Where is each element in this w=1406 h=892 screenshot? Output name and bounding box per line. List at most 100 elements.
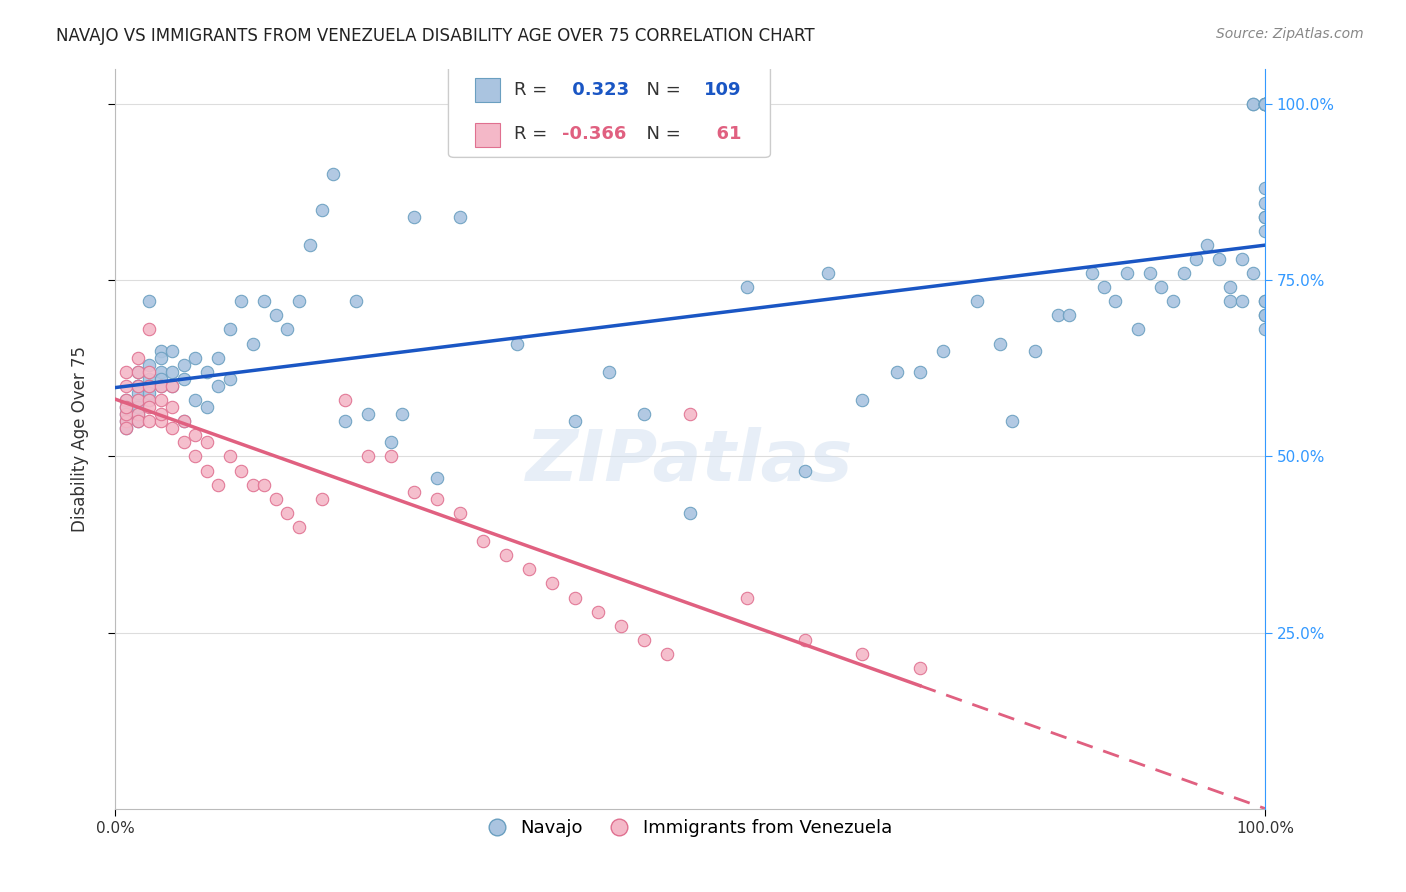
Text: N =: N =: [634, 80, 686, 98]
Point: [253, 477, 276, 491]
Point: [506, 336, 529, 351]
Point: [1254, 309, 1277, 323]
Point: [1254, 96, 1277, 111]
Point: [127, 365, 149, 379]
Point: [115, 407, 138, 421]
Point: [1254, 96, 1277, 111]
Point: [1254, 96, 1277, 111]
Point: [449, 210, 471, 224]
Point: [1243, 96, 1265, 111]
Point: [149, 379, 172, 393]
Point: [564, 591, 586, 605]
Point: [127, 392, 149, 407]
Point: [886, 365, 908, 379]
Point: [426, 491, 449, 506]
Point: [207, 351, 229, 365]
Point: [127, 351, 149, 365]
Point: [127, 365, 149, 379]
Point: [426, 470, 449, 484]
Point: [195, 365, 218, 379]
Point: [1128, 322, 1150, 336]
Point: [219, 372, 242, 386]
Point: [253, 294, 276, 309]
Point: [276, 506, 298, 520]
Point: [288, 520, 311, 534]
Point: [115, 400, 138, 414]
Point: [115, 365, 138, 379]
Point: [127, 414, 149, 428]
Point: [138, 414, 160, 428]
Point: [242, 336, 264, 351]
Point: [115, 379, 138, 393]
Legend: Navajo, Immigrants from Venezuela: Navajo, Immigrants from Venezuela: [481, 812, 898, 845]
Point: [207, 477, 229, 491]
Point: [138, 358, 160, 372]
Point: [322, 167, 344, 181]
Point: [794, 464, 817, 478]
Point: [449, 506, 471, 520]
Point: [737, 280, 759, 294]
Point: [1254, 96, 1277, 111]
Point: [1116, 266, 1139, 280]
Point: [1161, 294, 1184, 309]
Point: [1254, 195, 1277, 210]
Point: [162, 379, 184, 393]
Point: [127, 414, 149, 428]
Point: [1197, 238, 1219, 252]
Point: [173, 372, 195, 386]
Point: [679, 407, 702, 421]
Point: [127, 379, 149, 393]
Point: [138, 379, 160, 393]
Point: [138, 322, 160, 336]
Point: [173, 435, 195, 450]
Point: [932, 343, 955, 358]
Point: [127, 407, 149, 421]
Point: [276, 322, 298, 336]
Point: [149, 365, 172, 379]
Point: [1243, 266, 1265, 280]
Point: [299, 238, 322, 252]
Point: [127, 379, 149, 393]
Point: [138, 294, 160, 309]
Point: [311, 491, 333, 506]
Point: [288, 294, 311, 309]
Point: [195, 464, 218, 478]
Point: [115, 407, 138, 421]
Point: [851, 647, 873, 661]
Point: [1254, 294, 1277, 309]
Text: 61: 61: [704, 125, 741, 143]
Point: [173, 414, 195, 428]
Point: [138, 400, 160, 414]
Point: [1254, 96, 1277, 111]
Point: [633, 632, 655, 647]
Point: [162, 343, 184, 358]
Point: [517, 562, 540, 576]
Point: [380, 435, 402, 450]
Point: [1254, 322, 1277, 336]
Text: NAVAJO VS IMMIGRANTS FROM VENEZUELA DISABILITY AGE OVER 75 CORRELATION CHART: NAVAJO VS IMMIGRANTS FROM VENEZUELA DISA…: [56, 27, 815, 45]
Point: [990, 336, 1012, 351]
Point: [1173, 266, 1195, 280]
Point: [598, 365, 620, 379]
Point: [162, 365, 184, 379]
Point: [1081, 266, 1104, 280]
Point: [1104, 294, 1126, 309]
Point: [149, 414, 172, 428]
Point: [1150, 280, 1173, 294]
FancyBboxPatch shape: [475, 123, 501, 146]
Point: [149, 351, 172, 365]
Point: [794, 632, 817, 647]
Text: N =: N =: [634, 125, 686, 143]
Point: [1254, 96, 1277, 111]
Point: [495, 548, 517, 562]
Point: [195, 435, 218, 450]
Point: [138, 365, 160, 379]
Point: [115, 392, 138, 407]
Point: [1001, 414, 1024, 428]
Point: [127, 379, 149, 393]
Point: [1219, 294, 1241, 309]
Point: [357, 450, 380, 464]
Text: Source: ZipAtlas.com: Source: ZipAtlas.com: [1216, 27, 1364, 41]
Point: [184, 450, 207, 464]
Point: [231, 294, 253, 309]
